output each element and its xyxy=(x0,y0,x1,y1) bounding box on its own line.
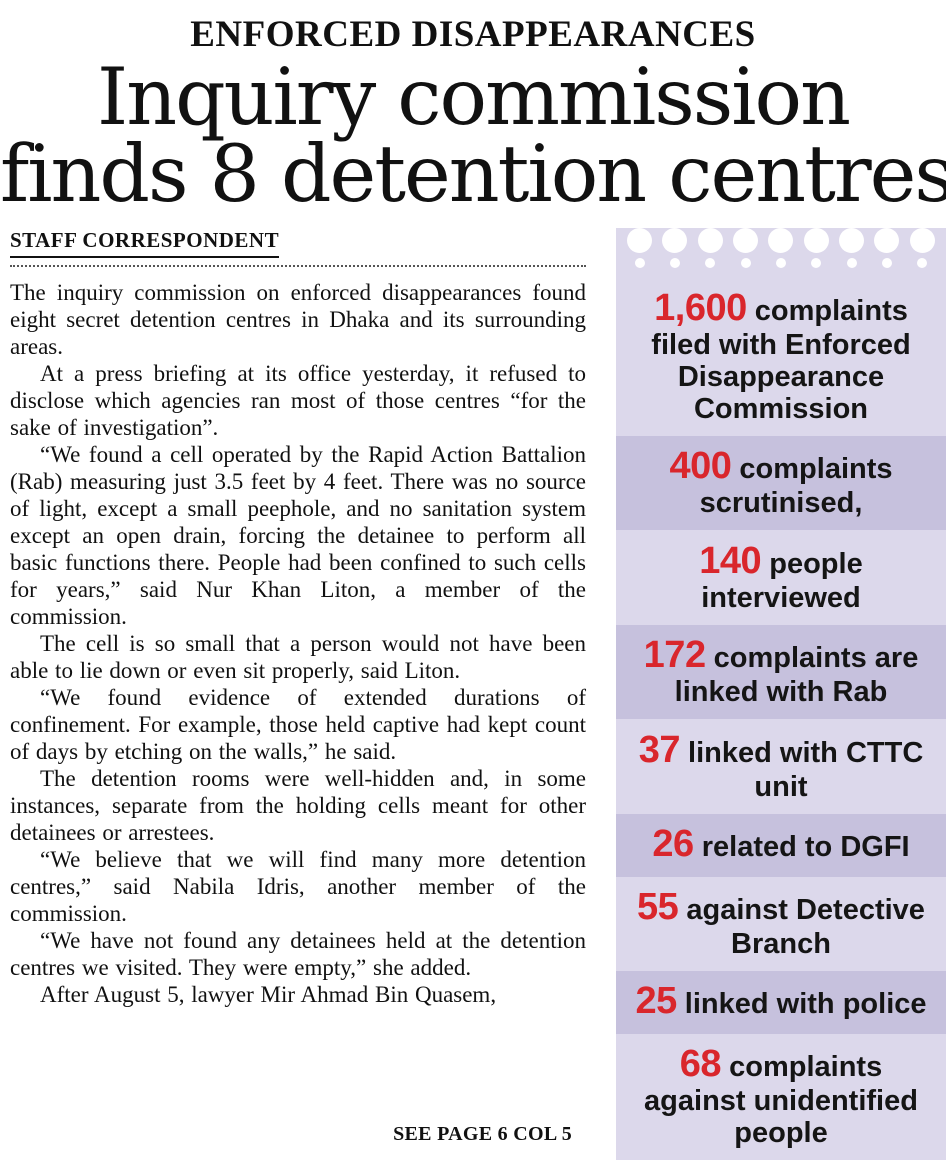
stat-number: 25 xyxy=(635,980,677,1023)
stat-number: 55 xyxy=(637,885,679,928)
byline-divider xyxy=(10,264,586,267)
stat-line: 1,600 complaints filed with Enforced Dis… xyxy=(632,287,930,425)
byline-wrap: STAFF CORRESPONDENT xyxy=(10,228,586,258)
stat-number: 140 xyxy=(699,539,762,582)
bunting-drop xyxy=(803,227,829,268)
stat-item: 400 complaints scrutinised, xyxy=(616,435,946,531)
stat-text: against Detective Branch xyxy=(678,893,925,960)
stat-line: 37 linked with CTTC unit xyxy=(632,728,930,804)
bunting-drop xyxy=(662,227,688,268)
stat-number: 37 xyxy=(638,728,681,771)
stat-number: 400 xyxy=(669,445,732,488)
article-paragraph: At a press briefing at its office yester… xyxy=(10,360,586,440)
stat-text: linked with CTTC unit xyxy=(680,736,924,803)
bunting-drop xyxy=(768,227,794,268)
stat-item: 37 linked with CTTC unit xyxy=(616,719,946,814)
bunting-decoration xyxy=(616,227,946,278)
stat-item: 25 linked with police xyxy=(616,971,946,1034)
bunting-drop xyxy=(874,227,900,268)
stat-text: related to DGFI xyxy=(693,831,910,864)
stat-text: complaints against unidentified people xyxy=(644,1051,918,1149)
bunting-drop xyxy=(733,227,759,268)
content-columns: STAFF CORRESPONDENT The inquiry commissi… xyxy=(0,227,946,1160)
stat-item: 55 against Detective Branch xyxy=(616,876,946,972)
stat-line: 68 complaints against unidentified peopl… xyxy=(632,1043,930,1150)
headline-line-1: Inquiry commission xyxy=(97,50,851,143)
article-paragraph: “We have not found any detainees held at… xyxy=(10,927,586,980)
stat-text: complaints filed with Enforced Disappear… xyxy=(651,295,911,425)
stat-line: 55 against Detective Branch xyxy=(632,885,930,961)
stat-text: linked with police xyxy=(676,988,927,1021)
stat-text: people interviewed xyxy=(701,547,863,614)
bunting-drop xyxy=(627,227,653,268)
stat-number: 26 xyxy=(652,823,694,866)
stat-number: 1,600 xyxy=(654,287,747,330)
stat-item: 172 complaints are linked with Rab xyxy=(616,624,946,720)
stat-line: 140 people interviewed xyxy=(632,539,930,615)
kicker: ENFORCED DISAPPEARANCES xyxy=(190,14,756,55)
stat-line: 400 complaints scrutinised, xyxy=(632,445,930,520)
stat-line: 26 related to DGFI xyxy=(652,823,910,866)
stats-list: 1,600 complaints filed with Enforced Dis… xyxy=(616,277,946,1160)
article-column: STAFF CORRESPONDENT The inquiry commissi… xyxy=(0,228,616,1160)
stat-item: 1,600 complaints filed with Enforced Dis… xyxy=(616,277,946,436)
article-paragraph: “We found a cell operated by the Rapid A… xyxy=(10,441,586,629)
bunting-drop xyxy=(697,227,723,268)
article-paragraph: The detention rooms were well-hidden and… xyxy=(10,765,586,845)
stat-item: 140 people interviewed xyxy=(616,530,946,625)
byline: STAFF CORRESPONDENT xyxy=(10,228,280,258)
headline: Inquiry commission finds 8 detention cen… xyxy=(0,50,946,221)
article-paragraph: “We found evidence of extended durations… xyxy=(10,684,586,764)
stat-number: 68 xyxy=(679,1043,722,1086)
stat-number: 172 xyxy=(643,634,706,677)
headline-line-2: finds 8 detention centres xyxy=(0,128,946,221)
stat-item: 68 complaints against unidentified peopl… xyxy=(616,1033,946,1160)
stats-sidebar: 1,600 complaints filed with Enforced Dis… xyxy=(616,227,946,1160)
bunting-drop xyxy=(909,227,935,268)
article-paragraph: The inquiry commission on enforced disap… xyxy=(10,279,586,359)
masthead: ENFORCED DISAPPEARANCES Inquiry commissi… xyxy=(0,0,946,214)
bunting-drop xyxy=(839,227,865,268)
continuation-note: SEE PAGE 6 COL 5 xyxy=(393,1123,572,1145)
stat-line: 172 complaints are linked with Rab xyxy=(632,634,930,709)
stat-text: complaints are linked with Rab xyxy=(674,642,919,709)
stat-text: complaints scrutinised, xyxy=(699,453,893,520)
article-paragraph: The cell is so small that a person would… xyxy=(10,630,586,683)
article-body: The inquiry commission on enforced disap… xyxy=(10,279,586,1008)
article-paragraph: After August 5, lawyer Mir Ahmad Bin Qua… xyxy=(40,981,497,1007)
stat-item: 26 related to DGFI xyxy=(616,813,946,877)
article-paragraph: “We believe that we will find many more … xyxy=(10,846,586,926)
stat-line: 25 linked with police xyxy=(635,981,926,1023)
